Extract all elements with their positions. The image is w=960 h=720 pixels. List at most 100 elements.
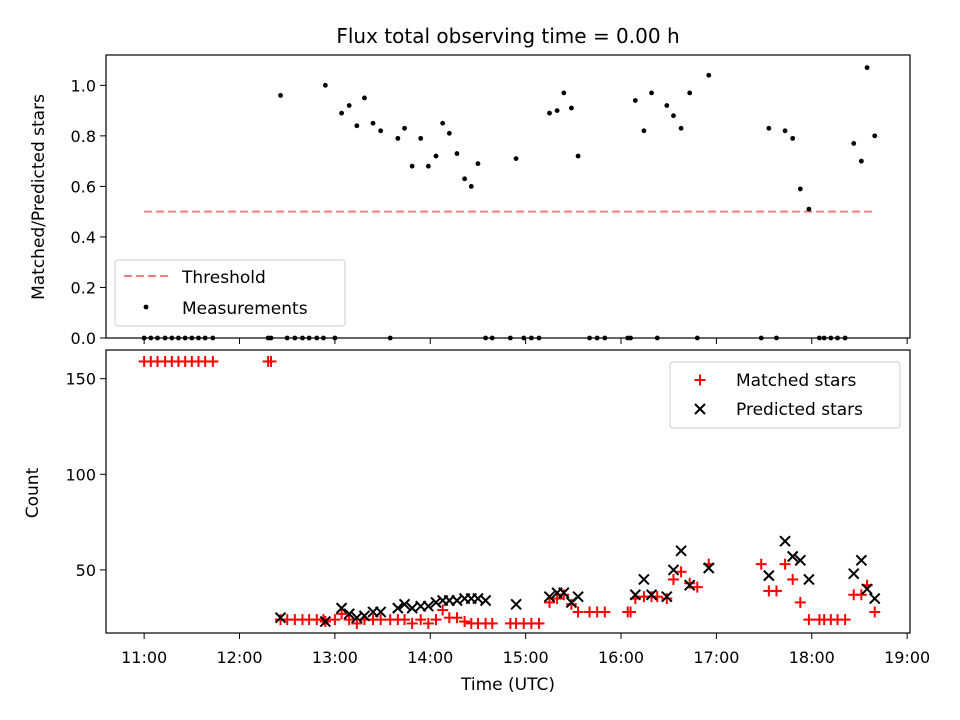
- top-y-tick-label: 0.0: [71, 329, 96, 348]
- measurement-point: [176, 335, 181, 341]
- measurement-point: [806, 206, 812, 212]
- measurement-point: [162, 335, 168, 341]
- measurement-point: [774, 335, 779, 341]
- matched-star-point: [691, 581, 703, 593]
- matched-star-point: [336, 608, 348, 620]
- matched-star-point: [533, 617, 545, 629]
- measurement-point: [687, 90, 693, 96]
- predicted-star-point: [763, 569, 775, 582]
- measurement-point: [782, 128, 788, 134]
- measurement-point: [475, 161, 481, 167]
- measurement-point: [483, 335, 488, 341]
- measurement-point: [821, 335, 827, 341]
- measurement-point: [554, 108, 560, 113]
- measurement-point: [362, 95, 367, 101]
- matched-star-point: [437, 604, 449, 616]
- matched-star-point: [787, 573, 799, 585]
- measurement-point: [395, 135, 401, 141]
- predicted-star-point: [374, 606, 387, 618]
- measurement-point: [758, 335, 764, 341]
- matched-star-point: [207, 355, 219, 367]
- measurement-point: [547, 110, 552, 116]
- x-tick-label: 11:00: [121, 648, 167, 667]
- measurement-point: [842, 335, 848, 341]
- bottom-y-axis-label: Count: [23, 467, 43, 518]
- predicted-star-point: [479, 594, 492, 607]
- measurement-point: [858, 158, 864, 164]
- top-y-tick-label: 0.8: [71, 127, 96, 146]
- measurement-point: [321, 335, 326, 341]
- measurement-point: [402, 125, 407, 131]
- bottom-y-tick-label: 100: [65, 465, 96, 484]
- x-tick-label: 15:00: [503, 648, 549, 667]
- measurement-point: [654, 335, 660, 341]
- measurement-point: [454, 151, 460, 156]
- measurement-point: [594, 335, 600, 341]
- matched-star-point: [430, 614, 442, 626]
- x-tick-label: 17:00: [693, 648, 739, 667]
- predicted-star-point: [675, 545, 687, 557]
- matched-star-point: [779, 558, 791, 570]
- measurement-point: [628, 335, 633, 341]
- measurement-point: [602, 335, 608, 341]
- measurement-point: [418, 135, 424, 141]
- measurement-point: [196, 335, 201, 341]
- matched-star-point: [869, 606, 881, 618]
- measurement-point: [339, 110, 344, 116]
- measurement-point: [425, 163, 431, 169]
- matched-star-point: [839, 614, 851, 626]
- matched-star-point: [572, 606, 584, 618]
- x-tick-label: 13:00: [312, 648, 358, 667]
- matched-star-point: [415, 614, 427, 626]
- predicted-star-point: [430, 596, 442, 609]
- top-x-axis: [143, 338, 908, 344]
- measurement-point: [268, 335, 274, 341]
- x-tick-label: 18:00: [789, 648, 835, 667]
- matched-star-point: [375, 614, 387, 626]
- top-y-tick-label: 0.4: [71, 228, 96, 247]
- matched-star-point: [406, 617, 418, 629]
- top-panel: 0.0 0.2 0.4 0.6 0.8 1.0 Matched/Predicted sta…: [29, 54, 911, 348]
- predicted-star-point: [779, 535, 791, 547]
- legend-measurements-label: Measurements: [182, 299, 308, 319]
- measurement-point: [528, 335, 534, 341]
- predicted-star-point: [794, 554, 807, 567]
- matched-star-point: [770, 585, 782, 597]
- measurement-point: [816, 335, 822, 341]
- x-tick-label: 12:00: [216, 648, 262, 667]
- matched-star-point: [684, 577, 696, 589]
- bottom-x-axis: 11:00 12:00 13:00 14:00 15:00 16:00 17:00 18:00…: [121, 633, 930, 667]
- matched-star-point: [451, 612, 463, 624]
- measurement-point: [314, 335, 320, 341]
- legend-matched-swatch: [694, 374, 706, 386]
- measurement-point: [632, 98, 638, 103]
- measurement-point: [671, 113, 676, 119]
- measurement-point: [409, 163, 415, 169]
- matched-star-point: [265, 355, 277, 367]
- predicted-star-point: [510, 598, 522, 611]
- predicted-star-point: [319, 615, 332, 628]
- matched-star-point: [551, 593, 563, 605]
- matched-star-point: [422, 617, 434, 629]
- matched-star-point: [565, 598, 577, 610]
- measurement-point: [148, 335, 154, 341]
- matched-star-point: [803, 614, 815, 626]
- legend-predicted-label: Predicted stars: [736, 400, 863, 420]
- bottom-plot-frame: [105, 349, 911, 634]
- predicted-star-point: [683, 579, 696, 591]
- legend-predicted-marker: [694, 403, 706, 415]
- measurement-point: [489, 335, 495, 341]
- legend-matched-label: Matched stars: [736, 371, 856, 391]
- matched-star-point: [599, 606, 611, 618]
- legend-threshold-label: Threshold: [181, 268, 266, 288]
- predicted-star-point: [848, 568, 860, 580]
- measurement-point: [851, 141, 857, 146]
- predicted-star-point: [358, 610, 371, 622]
- predicted-star-point: [572, 590, 584, 603]
- predicted-star-point: [558, 587, 570, 599]
- predicted-star-point: [422, 600, 435, 612]
- measurement-point: [587, 335, 592, 341]
- measurement-point: [322, 82, 328, 88]
